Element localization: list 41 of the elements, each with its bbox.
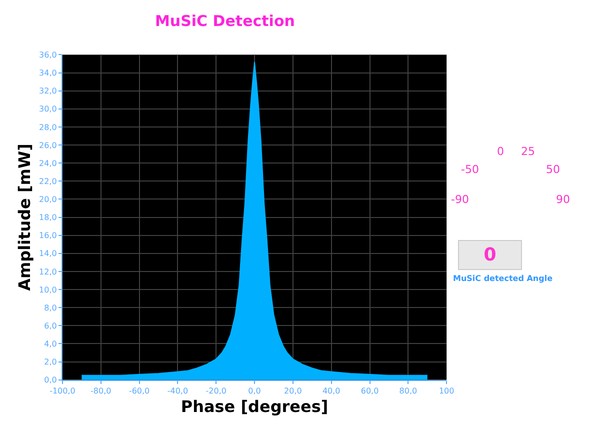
x-tick-label: 100 <box>438 386 454 396</box>
y-tick-label: 26,0 <box>39 140 57 150</box>
y-tick-label: 4,0 <box>44 340 57 349</box>
x-tick-label: -100,0 <box>50 386 76 396</box>
text: 0 <box>484 244 496 266</box>
y-tick-label: 6,0 <box>44 321 57 330</box>
chart-title: MuSiC Detection <box>155 12 295 30</box>
y-tick-label: 22,0 <box>39 176 57 186</box>
x-tick-label: -20,0 <box>206 386 226 396</box>
x-axis-title: Phase [degrees] <box>180 397 328 416</box>
y-tick-label: 16,0 <box>39 231 57 240</box>
x-tick-label: 0,0 <box>248 386 261 396</box>
y-tick-label: 14,0 <box>39 249 57 258</box>
y-tick-label: 34,0 <box>39 68 57 78</box>
y-tick-label: 12,0 <box>39 267 57 276</box>
text: -90 <box>451 193 469 206</box>
y-tick-label: 10,0 <box>39 285 57 294</box>
text: 50 <box>546 163 560 176</box>
y-tick-label: 36,0 <box>39 50 57 60</box>
y-tick-label: 2,0 <box>44 358 57 367</box>
y-tick-label: 8,0 <box>44 303 57 312</box>
y-tick-label: 32,0 <box>39 86 57 96</box>
x-tick-label: 60,0 <box>360 386 379 396</box>
y-tick-label: 24,0 <box>39 158 57 168</box>
x-tick-label: 20,0 <box>284 386 302 396</box>
x-tick-label: -40,0 <box>167 386 188 396</box>
text: 0 <box>497 145 504 158</box>
x-tick-label: 80,0 <box>399 386 418 396</box>
y-tick-label: 0,0 <box>44 376 57 385</box>
text: MuSiC detected Angle <box>453 274 554 283</box>
x-tick-label: 40,0 <box>322 386 340 396</box>
text: 25 <box>521 145 535 158</box>
y-tick-label: 28,0 <box>39 122 57 132</box>
text: 90 <box>556 193 570 206</box>
text: -50 <box>461 163 479 176</box>
x-tick-label: -60,0 <box>128 386 150 396</box>
y-tick-label: 20,0 <box>39 195 57 204</box>
y-tick-label: 30,0 <box>39 104 57 114</box>
x-tick-label: -80,0 <box>90 386 112 396</box>
y-tick-label: 18,0 <box>39 213 57 222</box>
y-axis-title: Amplitude [mW] <box>14 144 34 291</box>
